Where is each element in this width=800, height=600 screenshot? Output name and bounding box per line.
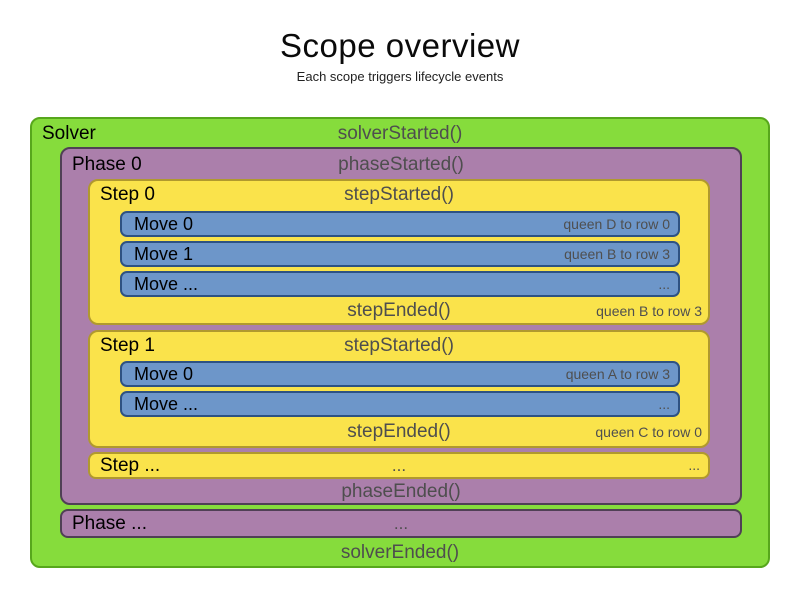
step-1-ended-row: stepEnded() queen C to row 0: [90, 421, 708, 443]
phase-0-header-row: Phase 0 phaseStarted(): [62, 152, 740, 178]
move-label: Move ...: [134, 394, 199, 414]
step-0-scope-box: Step 0 stepStarted() Move 0 queen D to r…: [88, 179, 710, 325]
step-1-header-row: Step 1 stepStarted(): [90, 333, 708, 359]
move-note: queen D to row 0: [563, 216, 670, 232]
solver-scope-box: Solver solverStarted() Phase 0 phaseStar…: [30, 117, 770, 568]
step-0-ended-row: stepEnded() queen B to row 3: [90, 300, 708, 322]
move-note: ...: [658, 396, 670, 412]
move-note: queen A to row 3: [565, 366, 670, 382]
step-more-label: Step ...: [100, 455, 161, 476]
solver-header-row: Solver solverStarted(): [32, 121, 768, 147]
phase-ended-event: phaseEnded(): [341, 481, 461, 502]
solver-ended-event: solverEnded(): [340, 542, 460, 563]
solver-label: Solver: [42, 123, 96, 144]
move-label: Move 1: [134, 244, 194, 264]
move-row: Move 0 queen D to row 0: [120, 211, 680, 237]
phase-more-label: Phase ...: [72, 513, 147, 534]
step-1-ended-event: stepEnded(): [347, 421, 451, 442]
phase-more-scope-box: Phase ... ...: [60, 509, 742, 538]
solver-started-event: solverStarted(): [337, 123, 463, 144]
phase-0-label: Phase 0: [72, 154, 142, 175]
move-label: Move 0: [134, 214, 194, 234]
phase-0-ended-row: phaseEnded(): [62, 480, 740, 504]
move-note: queen B to row 3: [564, 246, 670, 262]
move-row: Move ... ...: [120, 391, 680, 417]
move-row: Move ... ...: [120, 271, 680, 297]
move-note: ...: [658, 276, 670, 292]
phase-started-event: phaseStarted(): [338, 154, 464, 175]
diagram-title: Scope overview: [280, 27, 520, 64]
phase-0-scope-box: Phase 0 phaseStarted() Step 0 stepStarte…: [60, 147, 742, 505]
step-0-ended-event: stepEnded(): [347, 300, 451, 321]
step-1-ended-note: queen C to row 0: [595, 424, 702, 440]
step-0-started-event: stepStarted(): [344, 184, 454, 205]
step-more-right-dots: ...: [688, 457, 700, 473]
solver-ended-row: solverEnded(): [32, 541, 768, 565]
step-more-scope-box: Step ... ... ...: [88, 452, 710, 479]
move-row: Move 1 queen B to row 3: [120, 241, 680, 267]
step-more-center-dots: ...: [391, 456, 407, 475]
step-0-label: Step 0: [100, 184, 155, 205]
step-0-header-row: Step 0 stepStarted(): [90, 182, 708, 208]
diagram-subtitle: Each scope triggers lifecycle events: [296, 69, 504, 84]
move-label: Move ...: [134, 274, 199, 294]
phase-more-center-dots: ...: [393, 514, 409, 533]
step-1-started-event: stepStarted(): [344, 335, 454, 356]
step-1-label: Step 1: [100, 335, 155, 356]
move-row: Move 0 queen A to row 3: [120, 361, 680, 387]
step-1-scope-box: Step 1 stepStarted() Move 0 queen A to r…: [88, 330, 710, 448]
move-label: Move 0: [134, 364, 194, 384]
step-0-ended-note: queen B to row 3: [596, 303, 702, 319]
